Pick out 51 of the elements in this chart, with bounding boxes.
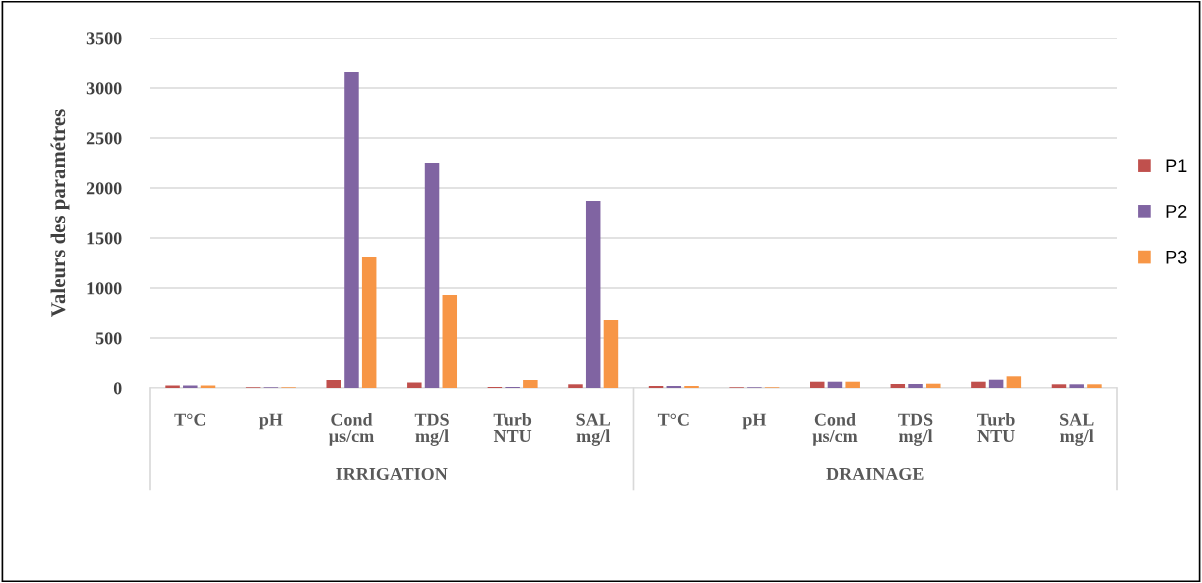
x-tick-label: T°C — [657, 413, 689, 426]
bar — [1006, 376, 1022, 388]
text: IRRIGATION — [336, 467, 448, 481]
x-tick-label: T°C — [174, 413, 206, 426]
bar — [585, 201, 601, 388]
bar — [845, 381, 860, 388]
bar — [200, 385, 216, 388]
x-tick-label: Turb NTU — [977, 413, 1015, 443]
bar — [165, 385, 180, 388]
bar — [971, 381, 986, 388]
legend-label: P3 — [1166, 250, 1187, 264]
y-tick-label: 0 — [113, 382, 122, 395]
y-tick-label: 3000 — [86, 82, 122, 95]
bar — [183, 385, 198, 388]
x-tick-label: SAL mg/l — [1060, 413, 1094, 446]
y-tick-label: 1500 — [87, 232, 122, 245]
bar — [603, 320, 619, 388]
bar — [926, 383, 941, 388]
bar — [908, 384, 923, 388]
bar — [1069, 384, 1084, 388]
x-tick-label: Turb NTU — [493, 413, 532, 443]
x-tick-label: TDS mg/l — [898, 413, 933, 446]
bar — [568, 384, 583, 388]
bar — [1087, 384, 1102, 388]
bar — [407, 382, 422, 388]
bar — [890, 384, 906, 388]
bar — [809, 381, 825, 388]
bar — [1051, 384, 1067, 388]
y-axis-title: Valeurs des paramétres — [50, 109, 70, 317]
bar — [988, 379, 1004, 388]
x-tick-label: Cond µs/cm — [329, 413, 374, 446]
bar — [442, 295, 458, 388]
bar — [326, 380, 341, 388]
legend-label: P2 — [1166, 205, 1187, 218]
x-tick-label: pH — [259, 413, 283, 430]
text: DRAINAGE — [826, 467, 924, 481]
y-tick-label: 500 — [95, 332, 122, 345]
legend-label: P1 — [1166, 159, 1187, 172]
bar — [523, 380, 538, 388]
y-tick-label: 1000 — [87, 282, 122, 295]
bar — [344, 72, 359, 388]
bar — [424, 163, 440, 388]
x-tick-label: pH — [742, 413, 767, 430]
y-tick-label: 3500 — [86, 32, 122, 45]
y-tick-label: 2000 — [86, 182, 122, 195]
x-tick-label: Cond µs/cm — [812, 413, 858, 446]
bar — [361, 257, 377, 388]
bar — [827, 381, 843, 388]
x-tick-label: SAL mg/l — [576, 413, 611, 446]
y-tick-label: 2500 — [86, 132, 122, 145]
x-tick-label: TDS mg/l — [414, 413, 449, 446]
